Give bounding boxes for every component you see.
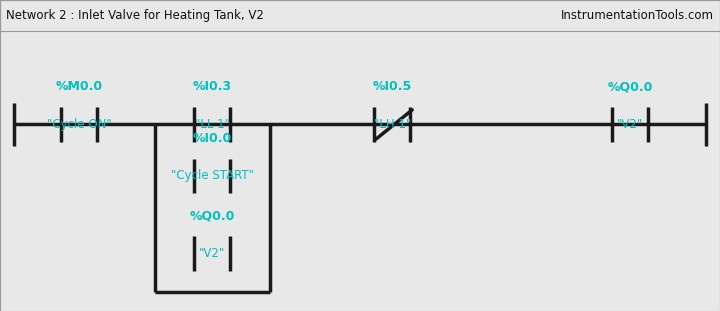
Text: Network 2 : Inlet Valve for Heating Tank, V2: Network 2 : Inlet Valve for Heating Tank… [6, 9, 264, 22]
Text: %I0.3: %I0.3 [193, 80, 232, 93]
Bar [0, 0, 720, 31]
Text: "V2": "V2" [199, 247, 225, 260]
Text: "Cycle ON": "Cycle ON" [47, 118, 112, 131]
Text: "LH 1": "LH 1" [374, 118, 411, 131]
Text: "Cycle START": "Cycle START" [171, 169, 254, 183]
Text: InstrumentationTools.com: InstrumentationTools.com [562, 9, 714, 22]
Text: %Q0.0: %Q0.0 [189, 209, 235, 222]
Text: %I0.0: %I0.0 [193, 132, 232, 145]
Text: %Q0.0: %Q0.0 [607, 80, 653, 93]
Text: "V2": "V2" [617, 118, 643, 131]
Text: "LL 1": "LL 1" [195, 118, 230, 131]
Text: %I0.5: %I0.5 [373, 80, 412, 93]
Text: %M0.0: %M0.0 [55, 80, 103, 93]
